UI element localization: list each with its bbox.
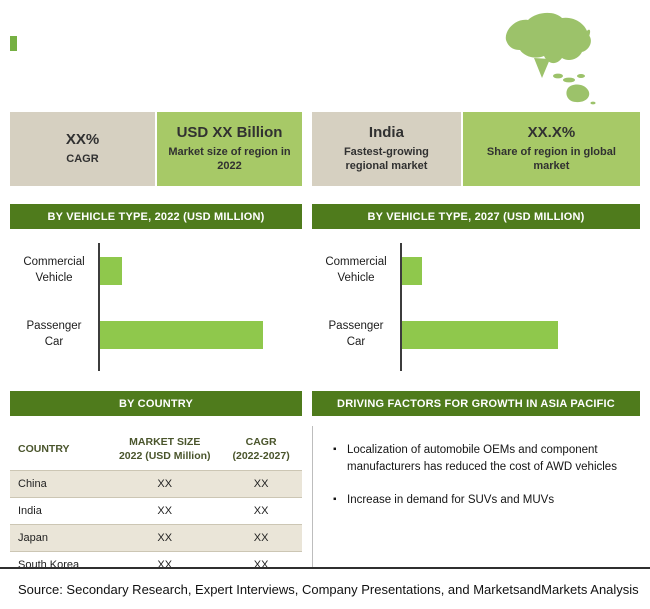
table-header-market-size: MARKET SIZE 2022 (USD Million) bbox=[109, 428, 221, 472]
lower-headers-row: BY COUNTRY DRIVING FACTORS FOR GROWTH IN… bbox=[10, 391, 640, 416]
market-size-cell: XX bbox=[109, 497, 221, 526]
bar-chart-2022: Commercial Vehicle Passenger Car bbox=[10, 229, 302, 381]
chart-header-2027: BY VEHICLE TYPE, 2027 (USD MILLION) bbox=[312, 204, 640, 229]
chart-axis bbox=[400, 243, 402, 371]
bar-passenger-car bbox=[98, 321, 263, 349]
table-row: China XX XX bbox=[10, 470, 302, 499]
chart-row-passenger: Passenger Car bbox=[312, 315, 640, 355]
bar-label-commercial-vehicle: Commercial Vehicle bbox=[325, 256, 387, 284]
chart-row-passenger: Passenger Car bbox=[10, 315, 302, 355]
chart-headers-row: BY VEHICLE TYPE, 2022 (USD MILLION) BY V… bbox=[10, 204, 640, 229]
chart-row-commercial: Commercial Vehicle bbox=[10, 251, 302, 291]
stat-box-fastest-growing: India Fastest-growing regional market bbox=[312, 112, 461, 186]
driving-factor-item: Localization of automobile OEMs and comp… bbox=[333, 442, 634, 477]
driving-factors-header: DRIVING FACTORS FOR GROWTH IN ASIA PACIF… bbox=[312, 391, 640, 416]
cagr-cell: XX bbox=[220, 524, 302, 553]
stat-value: India bbox=[368, 124, 404, 142]
source-footer: Source: Secondary Research, Expert Inter… bbox=[0, 567, 650, 609]
stat-box-share: XX.X% Share of region in global market bbox=[462, 112, 640, 186]
driving-factors-list: Localization of automobile OEMs and comp… bbox=[312, 426, 640, 580]
stat-value: XX% bbox=[65, 131, 100, 149]
table-header-cagr: CAGR (2022-2027) bbox=[220, 428, 302, 472]
table-header-country: COUNTRY bbox=[10, 428, 110, 472]
bar-commercial-vehicle bbox=[98, 257, 122, 285]
country-cell: Japan bbox=[10, 524, 110, 553]
stat-label: CAGR bbox=[66, 153, 99, 166]
stats-row: XX% CAGR USD XX Billion Market size of r… bbox=[10, 112, 640, 186]
chart-row-commercial: Commercial Vehicle bbox=[312, 251, 640, 291]
country-cell: India bbox=[10, 497, 110, 526]
title-accent-mark bbox=[10, 36, 17, 51]
bar-commercial-vehicle bbox=[400, 257, 422, 285]
table-row: Japan XX XX bbox=[10, 524, 302, 553]
stat-label: Share of region in global market bbox=[486, 146, 616, 172]
stat-label: Market size of region in 2022 bbox=[168, 146, 291, 172]
table-header-row: COUNTRY MARKET SIZE 2022 (USD Million) C… bbox=[10, 428, 302, 472]
chart-header-2022: BY VEHICLE TYPE, 2022 (USD MILLION) bbox=[10, 204, 302, 229]
market-size-cell: XX bbox=[109, 470, 221, 499]
asia-pacific-map-graphic bbox=[505, 12, 596, 105]
driving-factor-item: Increase in demand for SUVs and MUVs bbox=[333, 492, 634, 509]
chart-axis bbox=[98, 243, 100, 371]
country-cell: China bbox=[10, 470, 110, 499]
stat-box-cagr: XX% CAGR bbox=[10, 112, 155, 186]
by-country-header: BY COUNTRY bbox=[10, 391, 302, 416]
stat-value: USD XX Billion bbox=[176, 124, 283, 142]
table-row: India XX XX bbox=[10, 497, 302, 526]
bar-label-passenger-car: Passenger Car bbox=[328, 320, 384, 348]
stat-label: Fastest-growing regional market bbox=[343, 146, 429, 172]
stat-value: XX.X% bbox=[527, 124, 576, 142]
market-size-cell: XX bbox=[109, 524, 221, 553]
cagr-cell: XX bbox=[220, 497, 302, 526]
bar-label-passenger-car: Passenger Car bbox=[26, 320, 82, 348]
country-table-container: COUNTRY MARKET SIZE 2022 (USD Million) C… bbox=[10, 426, 302, 580]
country-table: COUNTRY MARKET SIZE 2022 (USD Million) C… bbox=[10, 428, 302, 580]
cagr-cell: XX bbox=[220, 470, 302, 499]
bar-passenger-car bbox=[400, 321, 558, 349]
stat-box-market-size: USD XX Billion Market size of region in … bbox=[157, 112, 302, 186]
top-banner bbox=[0, 0, 650, 112]
bottom-row: COUNTRY MARKET SIZE 2022 (USD Million) C… bbox=[10, 426, 640, 580]
charts-row: Commercial Vehicle Passenger Car Commerc… bbox=[10, 229, 640, 381]
bar-chart-2027: Commercial Vehicle Passenger Car bbox=[312, 229, 640, 381]
source-text: Source: Secondary Research, Expert Inter… bbox=[18, 581, 639, 597]
bar-label-commercial-vehicle: Commercial Vehicle bbox=[23, 256, 85, 284]
